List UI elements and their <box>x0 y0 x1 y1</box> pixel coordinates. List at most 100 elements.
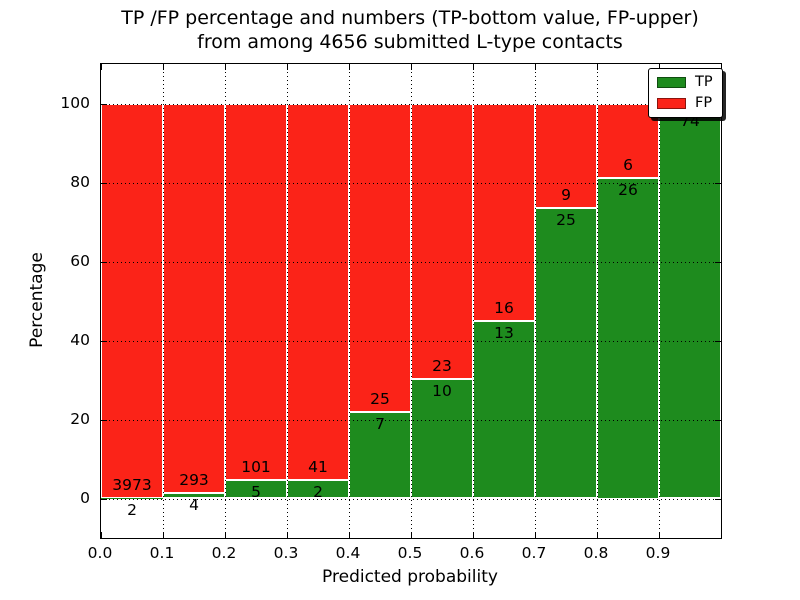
bar-tp-segment <box>597 177 659 499</box>
bar-tp-segment <box>473 321 535 499</box>
x-tick-top <box>411 64 412 70</box>
tp-count-label: 4 <box>189 496 199 515</box>
bar-fp-segment <box>225 103 287 480</box>
fp-count-label: 23 <box>432 356 452 375</box>
bar-tp-segment <box>535 208 597 499</box>
y-tick-right <box>715 419 721 421</box>
x-tick-label: 0.0 <box>87 544 113 562</box>
x-tick-label: 0.6 <box>459 544 485 562</box>
x-tick <box>535 532 536 538</box>
gridline-vertical <box>163 64 164 538</box>
x-tick <box>721 532 722 538</box>
gridline-vertical <box>473 64 474 538</box>
tp-count-label: 2 <box>127 501 137 520</box>
y-tick <box>101 498 107 500</box>
tp-count-label: 10 <box>432 381 452 400</box>
y-tick-label: 40 <box>70 330 90 349</box>
tp-count-label: 5 <box>251 482 261 501</box>
legend-entry-fp: FP <box>657 96 713 111</box>
x-tick <box>349 532 350 538</box>
bar-fp-segment <box>287 103 349 481</box>
x-tick-top <box>659 64 660 70</box>
fp-swatch-icon <box>657 98 686 109</box>
gridline-vertical <box>411 64 412 538</box>
fp-count-label: 9 <box>561 186 571 205</box>
x-tick-label: 0.2 <box>211 544 237 562</box>
x-tick-top <box>163 64 164 70</box>
y-tick-label: 80 <box>70 172 90 191</box>
gridline-horizontal <box>101 103 721 105</box>
legend-entry-tp: TP <box>657 75 713 90</box>
x-tick-top <box>349 64 350 70</box>
fp-count-label: 25 <box>370 390 390 409</box>
x-tick-label: 0.3 <box>273 544 299 562</box>
gridline-horizontal <box>101 182 721 184</box>
chart-title: TP /FP percentage and numbers (TP-bottom… <box>121 6 699 54</box>
bar-fp-segment <box>535 103 597 209</box>
y-tick-right <box>715 261 721 263</box>
y-tick-label: 60 <box>70 251 90 270</box>
gridline-horizontal <box>101 419 721 421</box>
x-tick-top <box>535 64 536 70</box>
x-tick-top <box>225 64 226 70</box>
fp-count-label: 6 <box>623 155 633 174</box>
x-tick-top <box>101 64 102 70</box>
x-tick <box>597 532 598 538</box>
fp-count-label: 16 <box>494 299 514 318</box>
bar-fp-segment <box>473 103 535 322</box>
y-tick-label: 20 <box>70 409 90 428</box>
x-tick <box>225 532 226 538</box>
plot-area: 3973 2 293 4 101 5 41 2 25 7 23 10 16 13 9 25 6 26 74 <box>100 63 722 539</box>
tp-count-label: 25 <box>556 211 576 230</box>
legend: TP FP <box>648 68 723 118</box>
x-tick <box>287 532 288 538</box>
x-tick-label: 0.4 <box>335 544 361 562</box>
tp-swatch-icon <box>657 77 686 88</box>
x-tick <box>411 532 412 538</box>
tp-count-label: 7 <box>375 415 385 434</box>
fp-count-label: 101 <box>241 457 271 476</box>
y-tick-right <box>715 340 721 342</box>
x-tick-top <box>597 64 598 70</box>
y-tick-label: 0 <box>80 488 90 507</box>
y-tick <box>101 182 107 184</box>
x-tick <box>163 532 164 538</box>
x-tick-label: 0.9 <box>645 544 671 562</box>
bar-fp-segment <box>411 103 473 379</box>
bar-fp-segment <box>349 103 411 413</box>
x-tick-top <box>473 64 474 70</box>
gridline-vertical <box>535 64 536 538</box>
gridline-horizontal <box>101 261 721 263</box>
fp-count-label: 3973 <box>112 476 152 495</box>
tp-count-label: 13 <box>494 324 514 343</box>
gridline-vertical <box>287 64 288 538</box>
gridline-vertical <box>349 64 350 538</box>
tp-count-label: 2 <box>313 483 323 502</box>
x-tick <box>659 532 660 538</box>
bar-tp-segment <box>659 108 721 499</box>
x-axis-label: Predicted probability <box>322 567 498 587</box>
y-tick <box>101 261 107 263</box>
y-tick <box>101 103 107 105</box>
chart-title-line1: TP /FP percentage and numbers (TP-bottom… <box>121 7 699 29</box>
y-tick-right <box>715 498 721 500</box>
bar-tp-segment <box>349 412 411 499</box>
y-tick <box>101 419 107 421</box>
gridline-vertical <box>659 64 660 538</box>
y-tick <box>101 340 107 342</box>
x-tick-label: 0.8 <box>583 544 609 562</box>
gridline-vertical <box>597 64 598 538</box>
y-tick-label: 100 <box>60 93 90 112</box>
x-tick-top <box>287 64 288 70</box>
bar-fp-segment <box>101 103 163 499</box>
fp-count-label: 293 <box>179 471 209 490</box>
y-tick-right <box>715 182 721 184</box>
x-tick <box>101 532 102 538</box>
legend-label-tp: TP <box>695 74 713 90</box>
x-tick-top <box>721 64 722 70</box>
legend-label-fp: FP <box>695 95 713 111</box>
x-tick-label: 0.7 <box>521 544 547 562</box>
fp-count-label: 41 <box>308 458 328 477</box>
x-tick <box>473 532 474 538</box>
